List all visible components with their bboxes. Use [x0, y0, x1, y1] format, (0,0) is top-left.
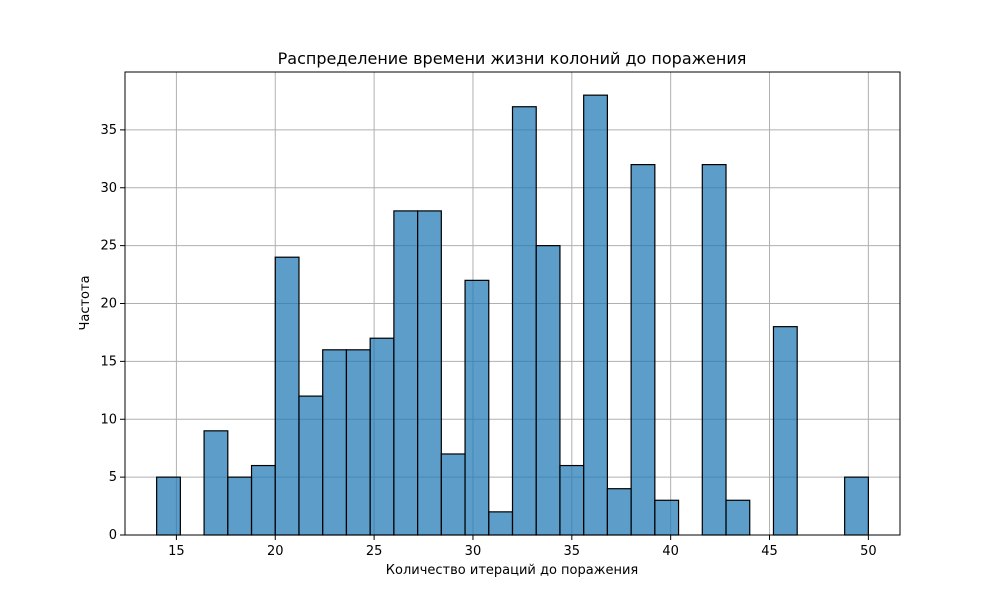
- y-tick-label-2: 10: [100, 412, 117, 427]
- histogram-bar-29: [844, 476, 869, 536]
- x-axis-label: Количество итераций до поражения: [386, 563, 638, 578]
- histogram-bar-13: [464, 279, 490, 536]
- x-tick-label-5: 40: [662, 544, 679, 559]
- histogram-bar-26: [772, 326, 798, 536]
- y-axis: 0 5 10 15 20 25 30 35: [100, 123, 125, 543]
- x-tick-label-6: 45: [761, 544, 778, 559]
- histogram-bar-15: [511, 106, 537, 536]
- y-tick-label-3: 15: [100, 354, 117, 369]
- x-tick-label-4: 35: [564, 544, 581, 559]
- x-tick-label-7: 50: [860, 544, 877, 559]
- histogram-bar-4: [250, 464, 276, 536]
- histogram-bar-23: [701, 164, 727, 536]
- histogram-bar-21: [654, 499, 680, 536]
- histogram-bar-0: [156, 476, 181, 536]
- histogram-bar-24: [725, 499, 751, 536]
- histogram-bar-9: [369, 337, 395, 536]
- y-tick-label-0: 0: [109, 528, 117, 543]
- y-tick-label-5: 25: [100, 239, 117, 254]
- histogram-bar-18: [583, 94, 608, 536]
- histogram-bar-8: [345, 349, 371, 536]
- y-axis-label: Частота: [78, 275, 93, 330]
- histogram-bar-16: [535, 245, 561, 536]
- histogram-bar-5: [274, 256, 300, 536]
- histogram-bar-20: [630, 164, 656, 536]
- x-tick-label-1: 20: [267, 544, 284, 559]
- histogram-bar-2: [203, 430, 229, 536]
- histogram-bar-7: [322, 349, 348, 536]
- histogram-bar-14: [488, 511, 514, 536]
- histogram-bar-6: [298, 395, 324, 536]
- x-tick-label-3: 30: [465, 544, 482, 559]
- histogram-bar-12: [440, 453, 466, 536]
- histogram-bar-3: [227, 476, 253, 536]
- y-tick-label-4: 20: [100, 297, 117, 312]
- bars-layer: [156, 94, 869, 536]
- histogram-bar-10: [393, 210, 419, 536]
- x-tick-label-2: 25: [366, 544, 383, 559]
- x-axis: 15 20 25 30 35 40 45 50: [168, 535, 877, 559]
- y-tick-label-6: 30: [100, 181, 117, 196]
- histogram-bar-17: [559, 464, 585, 536]
- y-tick-label-1: 5: [109, 470, 117, 485]
- x-tick-label-0: 15: [168, 544, 185, 559]
- histogram-bar-19: [606, 488, 632, 536]
- histogram-bar-11: [417, 210, 442, 536]
- chart-title: Распределение времени жизни колоний до п…: [278, 49, 747, 68]
- y-tick-label-7: 35: [100, 123, 117, 138]
